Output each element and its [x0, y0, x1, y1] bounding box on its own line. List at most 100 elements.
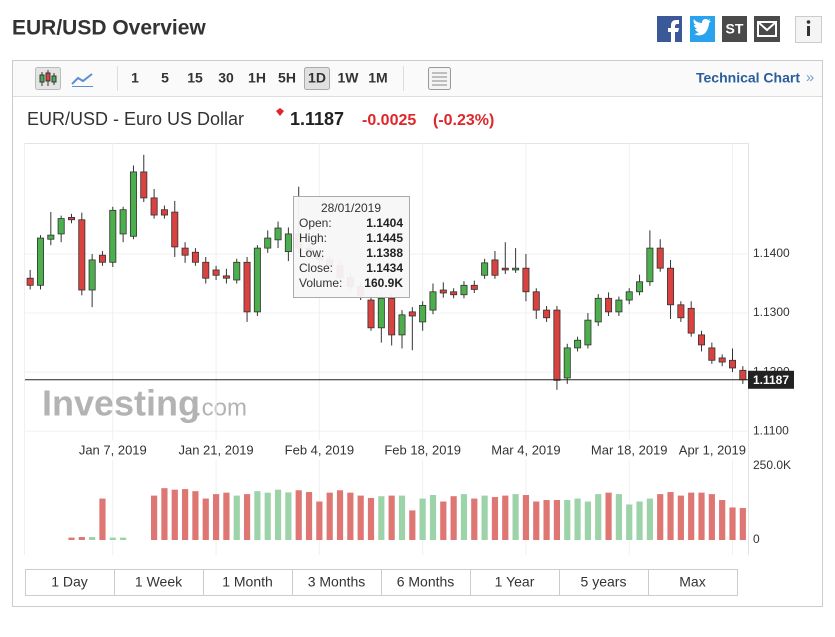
volume-bar	[584, 501, 592, 540]
interval-button[interactable]: 1D	[308, 70, 326, 86]
volume-bar	[367, 497, 375, 540]
candle-body	[615, 299, 623, 313]
candle-body	[202, 261, 210, 279]
interval-button[interactable]: 1H	[248, 70, 266, 86]
interval-button[interactable]: 5H	[278, 70, 296, 86]
range-button-label[interactable]: 5 years	[581, 574, 627, 590]
x-tick-label: Feb 18, 2019	[384, 442, 461, 457]
candle-body	[718, 357, 726, 363]
volume-bar	[233, 495, 240, 540]
interval-button[interactable]: 15	[187, 70, 203, 86]
technical-chart-link[interactable]: Technical Chart	[696, 70, 800, 86]
candle-body	[388, 297, 396, 336]
volume-bar	[450, 496, 457, 540]
candle-glyph-body	[45, 72, 51, 82]
candle-body	[667, 267, 675, 306]
range-button[interactable]	[292, 569, 382, 596]
candle-body	[501, 267, 509, 271]
tooltip-value: 1.1388	[366, 246, 403, 260]
candle-body	[274, 227, 282, 241]
volume-bar	[305, 492, 313, 540]
candle-body	[253, 247, 261, 313]
volume-bar	[564, 500, 571, 540]
calendar-button[interactable]	[428, 67, 451, 90]
y-tick-label: 1.1400	[753, 246, 790, 260]
info-dot	[806, 20, 811, 24]
volume-bar	[151, 495, 158, 540]
range-button[interactable]	[25, 569, 115, 596]
volume-bar	[161, 488, 168, 540]
volume-bar	[89, 537, 96, 540]
volume-bar	[719, 500, 726, 540]
interval-button[interactable]: 30	[218, 70, 234, 86]
volume-bar	[657, 494, 664, 540]
range-button[interactable]	[648, 569, 738, 596]
volume-bar	[698, 492, 705, 540]
volume-bar	[512, 494, 519, 540]
candle-body	[212, 269, 220, 276]
volume-bar	[440, 501, 447, 540]
volume-bar	[68, 537, 75, 540]
candle-body	[67, 216, 75, 221]
tooltip-label: Close:	[299, 261, 333, 275]
candle-body	[191, 251, 199, 263]
volume-bar	[636, 501, 643, 540]
volume-bar	[729, 507, 736, 540]
candle-body	[677, 304, 685, 319]
watermark: Investing .com	[42, 383, 247, 424]
candle-body	[119, 209, 127, 235]
stocktwits-icon[interactable]	[722, 16, 747, 42]
volume-bar	[336, 490, 344, 540]
instrument-name: EUR/USD - Euro US Dollar	[27, 109, 244, 129]
interval-button[interactable]: 1	[131, 70, 139, 86]
price-change: -0.0025	[362, 112, 416, 129]
candle-body	[398, 314, 406, 336]
candle-body	[140, 171, 148, 199]
range-button-label[interactable]: 1 Year	[495, 574, 535, 590]
candle-body	[367, 299, 375, 329]
candle-body	[553, 309, 561, 381]
volume-bar	[543, 500, 550, 540]
range-button[interactable]	[114, 569, 204, 596]
candle-body	[160, 209, 168, 216]
range-button-label[interactable]: 1 Week	[135, 574, 183, 590]
interval-button[interactable]: 1W	[338, 70, 360, 86]
twitter-glyph	[693, 19, 711, 36]
range-button-label[interactable]: 3 Months	[308, 574, 366, 590]
candle-body	[636, 281, 644, 293]
interval-button[interactable]: 5	[161, 70, 169, 86]
volume-bar	[181, 489, 189, 540]
volume-bar	[212, 494, 220, 540]
volume-bar	[347, 492, 354, 540]
volume-bar	[388, 495, 395, 540]
volume-bar	[615, 494, 622, 540]
toolbar	[13, 61, 822, 96]
volume-bar	[502, 495, 509, 540]
volume-bar	[274, 489, 282, 540]
line-view-button[interactable]	[71, 73, 93, 85]
volume-bar	[419, 498, 426, 540]
candle-body	[698, 334, 706, 346]
candle-body	[181, 247, 189, 256]
technical-chart-arrow: »	[806, 69, 814, 86]
candle-body	[739, 369, 747, 381]
candle-body	[78, 219, 86, 291]
tooltip-label: Volume:	[299, 276, 342, 290]
tooltip-value: 160.9K	[364, 276, 403, 290]
facebook-glyph	[668, 20, 679, 42]
range-button-label[interactable]: 1 Day	[51, 574, 88, 590]
last-price: 1.1187	[290, 109, 344, 129]
volume-bar	[460, 494, 468, 540]
range-button-label[interactable]: 1 Month	[222, 574, 273, 590]
candle-body	[129, 171, 137, 237]
volume-bar	[285, 492, 292, 540]
candle-body	[605, 297, 613, 313]
volume-bar	[171, 489, 178, 540]
volume-bar	[243, 494, 251, 540]
interval-button[interactable]: 1M	[368, 70, 387, 86]
range-button-label[interactable]: 6 Months	[397, 574, 455, 590]
candle-body	[512, 267, 520, 271]
range-button-label[interactable]: Max	[679, 574, 705, 590]
volume-bar	[739, 508, 746, 540]
